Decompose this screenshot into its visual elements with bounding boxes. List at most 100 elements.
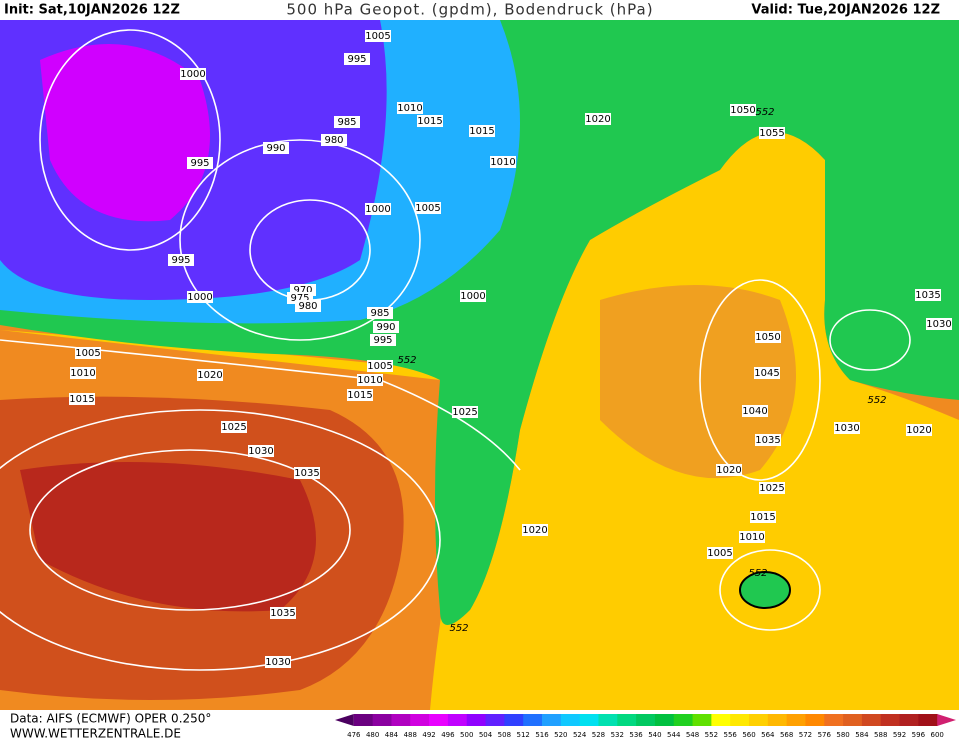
colorbar-label: 504 bbox=[479, 731, 493, 739]
colorbar-label: 508 bbox=[498, 731, 511, 739]
colorbar-label: 600 bbox=[930, 731, 943, 739]
contour-label: 1015 bbox=[347, 390, 372, 401]
contour-label: 1020 bbox=[585, 114, 610, 125]
label-box bbox=[367, 360, 393, 372]
colorbar-label: 584 bbox=[855, 731, 869, 739]
height-label: 552 bbox=[397, 355, 416, 366]
label-box bbox=[180, 68, 206, 80]
colorbar-label: 492 bbox=[422, 731, 435, 739]
label-box bbox=[750, 511, 776, 523]
contour-label: 1030 bbox=[248, 446, 273, 457]
colorbar-cell bbox=[899, 714, 919, 726]
contour-label: 1020 bbox=[522, 525, 547, 536]
colorbar-label: 556 bbox=[723, 731, 737, 739]
contour-label: 1015 bbox=[469, 126, 494, 137]
contour-label: 1000 bbox=[460, 291, 485, 302]
colorbar-label: 524 bbox=[573, 731, 587, 739]
colorbar-label: 496 bbox=[441, 731, 455, 739]
colorbar-label: 576 bbox=[818, 731, 832, 739]
colorbar-cell bbox=[353, 714, 374, 726]
label-box bbox=[344, 53, 370, 65]
colorbar-label: 572 bbox=[799, 731, 812, 739]
contour-label: 1005 bbox=[367, 361, 392, 372]
contour-label: 1030 bbox=[265, 657, 290, 668]
data-source: Data: AIFS (ECMWF) OPER 0.250° bbox=[10, 712, 211, 726]
colorbar-label: 536 bbox=[629, 731, 643, 739]
colorbar-label: 520 bbox=[554, 731, 567, 739]
label-box bbox=[834, 422, 860, 434]
label-box bbox=[357, 374, 383, 386]
contour-label: 1005 bbox=[415, 203, 440, 214]
colorbar-label: 548 bbox=[686, 731, 699, 739]
contour-label: 1020 bbox=[716, 465, 741, 476]
label-box bbox=[585, 113, 611, 125]
label-box bbox=[716, 464, 742, 476]
label-box bbox=[906, 424, 932, 436]
label-box bbox=[452, 406, 478, 418]
contour-label: 1030 bbox=[834, 423, 859, 434]
label-box bbox=[522, 524, 548, 536]
colorbar-arrow bbox=[335, 714, 354, 726]
colorbar-cell bbox=[447, 714, 468, 726]
contour-label: 995 bbox=[347, 54, 366, 65]
contour-label: 995 bbox=[171, 255, 190, 266]
label-box bbox=[248, 445, 274, 457]
contour-label: 1050 bbox=[755, 332, 780, 343]
colorbar-label: 544 bbox=[667, 731, 681, 739]
colorbar-cell bbox=[410, 714, 430, 726]
colorbar-label: 560 bbox=[742, 731, 755, 739]
contour-label: 1040 bbox=[742, 406, 767, 417]
label-box bbox=[370, 334, 396, 346]
label-box bbox=[365, 30, 391, 42]
contour-label: 990 bbox=[266, 143, 285, 154]
colorbar-cell bbox=[636, 714, 656, 726]
colorbar-cell bbox=[730, 714, 750, 726]
contour-label: 1010 bbox=[490, 157, 515, 168]
colorbar-cell bbox=[617, 714, 637, 726]
label-box bbox=[730, 104, 756, 116]
high-core bbox=[20, 462, 316, 612]
colorbar-label: 488 bbox=[404, 731, 417, 739]
contour-label: 1000 bbox=[365, 204, 390, 215]
label-box bbox=[742, 405, 768, 417]
height-label: 552 bbox=[748, 568, 767, 579]
contour-labels: 1005 995 1000 1010 1015 1015 1020 1050 1055 985 98… bbox=[69, 30, 952, 668]
label-box bbox=[397, 102, 423, 114]
colorbar-label: 596 bbox=[912, 731, 926, 739]
contour-label: 985 bbox=[337, 117, 356, 128]
colorbar-cell bbox=[466, 714, 487, 726]
colorbar-cell bbox=[880, 714, 901, 726]
contour-label: 1035 bbox=[755, 435, 780, 446]
contour-label: 1010 bbox=[739, 532, 764, 543]
contour-label: 1010 bbox=[70, 368, 95, 379]
site-name: WWW.WETTERZENTRALE.DE bbox=[10, 727, 181, 741]
colorbar-label: 552 bbox=[705, 731, 718, 739]
low-core bbox=[40, 44, 210, 222]
colorbar-label: 484 bbox=[385, 731, 399, 739]
label-box bbox=[373, 321, 399, 333]
orange-region bbox=[600, 285, 796, 479]
label-box bbox=[755, 331, 781, 343]
colorbar-label: 476 bbox=[347, 731, 361, 739]
contour-label: 1050 bbox=[730, 105, 755, 116]
colorbar-cell bbox=[372, 714, 392, 726]
colorbar-cell bbox=[692, 714, 712, 726]
map-title: 500 hPa Geopot. (gpdm), Bodendruck (hPa) bbox=[286, 1, 653, 19]
contour-label: 1010 bbox=[357, 375, 382, 386]
colorbar-cell bbox=[504, 714, 524, 726]
colorbar-arrow bbox=[937, 714, 956, 726]
colorbar-cell bbox=[767, 714, 788, 726]
colorbar-cell bbox=[429, 714, 449, 726]
colorbar-label: 480 bbox=[366, 731, 379, 739]
contour-label: 1015 bbox=[417, 116, 442, 127]
contour-label: 1025 bbox=[759, 483, 784, 494]
label-box bbox=[70, 367, 96, 379]
label-box bbox=[759, 127, 785, 139]
contour-label: 995 bbox=[373, 335, 392, 346]
label-box bbox=[187, 291, 213, 303]
colorbar-cell bbox=[861, 714, 882, 726]
colorbar-cell bbox=[824, 714, 844, 726]
contour-label: 1045 bbox=[754, 368, 779, 379]
contour-label: 1025 bbox=[452, 407, 477, 418]
colorbar-cell bbox=[918, 714, 938, 726]
